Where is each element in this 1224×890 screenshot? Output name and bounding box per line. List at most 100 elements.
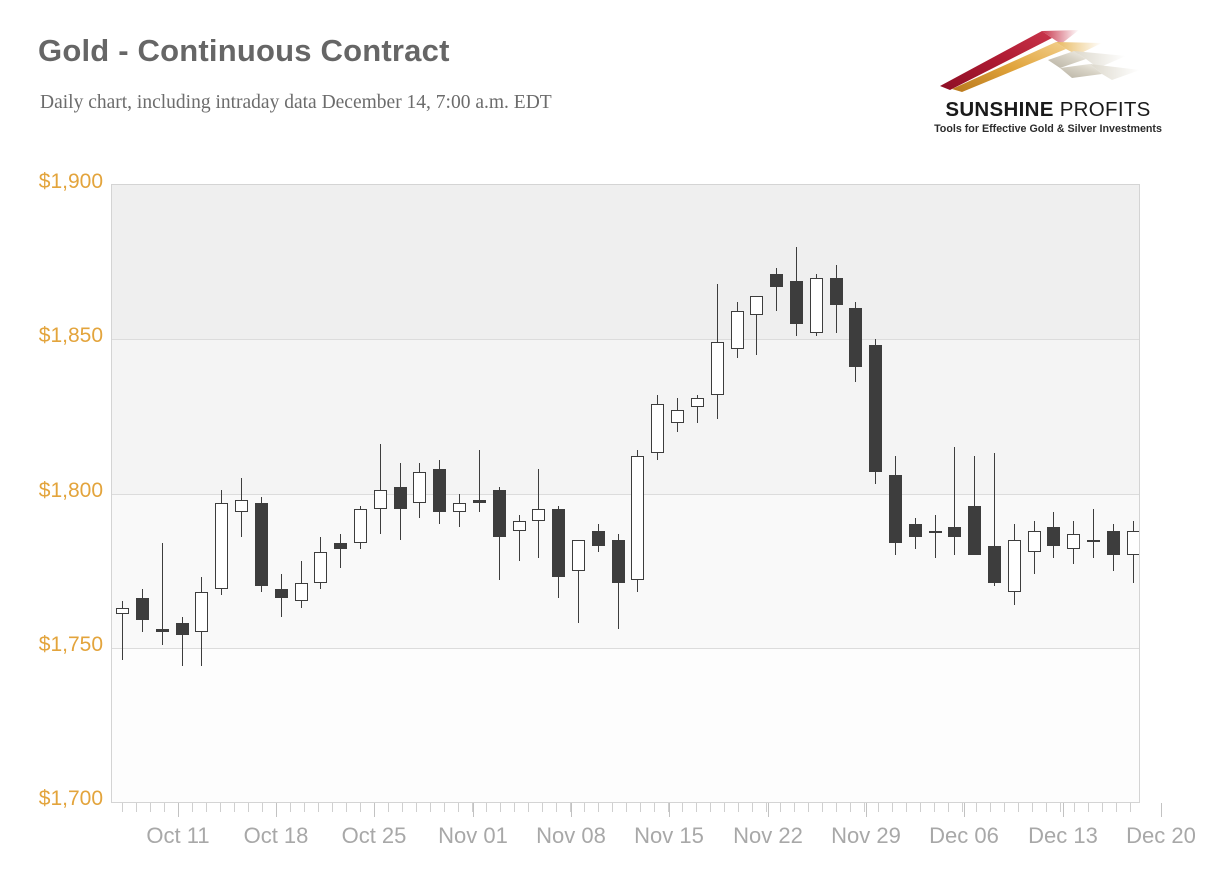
candlestick[interactable] xyxy=(512,185,526,802)
candlestick[interactable] xyxy=(690,185,704,802)
candle-body xyxy=(1086,539,1100,542)
candlestick[interactable] xyxy=(234,185,248,802)
candlestick[interactable] xyxy=(829,185,843,802)
candlestick[interactable] xyxy=(492,185,506,802)
candle-wick xyxy=(953,447,955,556)
candle-body xyxy=(274,589,288,599)
candlestick[interactable] xyxy=(214,185,228,802)
candlestick[interactable] xyxy=(670,185,684,802)
candlestick[interactable] xyxy=(194,185,208,802)
candlestick[interactable] xyxy=(412,185,426,802)
x-axis-tick xyxy=(290,803,291,812)
x-axis-tick xyxy=(150,803,151,812)
candle-wick xyxy=(1092,508,1094,559)
candlestick[interactable] xyxy=(432,185,446,802)
candlestick[interactable] xyxy=(294,185,308,802)
candlestick[interactable] xyxy=(155,185,169,802)
x-axis-tick-major xyxy=(473,803,474,817)
candlestick[interactable] xyxy=(452,185,466,802)
y-axis-label: $1,750 xyxy=(38,632,103,656)
candlestick[interactable] xyxy=(115,185,129,802)
x-axis-tick xyxy=(472,803,473,812)
candlestick[interactable] xyxy=(809,185,823,802)
x-axis-tick xyxy=(206,803,207,812)
candle-body xyxy=(194,592,208,633)
x-axis-tick xyxy=(1018,803,1019,812)
candlestick[interactable] xyxy=(967,185,981,802)
x-axis-tick xyxy=(1102,803,1103,812)
candlestick[interactable] xyxy=(928,185,942,802)
candle-body xyxy=(551,508,565,577)
candlestick[interactable] xyxy=(274,185,288,802)
candlestick[interactable] xyxy=(135,185,149,802)
candlestick[interactable] xyxy=(1086,185,1100,802)
candlestick[interactable] xyxy=(848,185,862,802)
candle-body xyxy=(432,468,446,512)
x-axis-tick xyxy=(724,803,725,812)
x-axis-tick xyxy=(682,803,683,812)
candlestick[interactable] xyxy=(591,185,605,802)
x-axis-tick xyxy=(402,803,403,812)
x-axis-tick xyxy=(1130,803,1131,812)
x-axis-tick xyxy=(1074,803,1075,812)
page-title: Gold - Continuous Contract xyxy=(38,33,450,68)
candlestick[interactable] xyxy=(769,185,783,802)
candlestick[interactable] xyxy=(987,185,1001,802)
x-axis-tick xyxy=(920,803,921,812)
candlestick[interactable] xyxy=(1066,185,1080,802)
x-axis-tick xyxy=(1046,803,1047,812)
candle-body xyxy=(1007,539,1021,593)
candlestick[interactable] xyxy=(1126,185,1139,802)
x-axis-tick xyxy=(388,803,389,812)
candlestick[interactable] xyxy=(630,185,644,802)
x-axis-tick xyxy=(668,803,669,812)
candlestick[interactable] xyxy=(393,185,407,802)
x-axis-tick xyxy=(122,803,123,812)
candle-body xyxy=(650,404,664,454)
candlestick[interactable] xyxy=(1106,185,1120,802)
candlestick[interactable] xyxy=(333,185,347,802)
x-axis-tick-major xyxy=(374,803,375,817)
candlestick[interactable] xyxy=(254,185,268,802)
x-axis-tick xyxy=(1060,803,1061,812)
candle-wick xyxy=(775,268,777,312)
candlestick[interactable] xyxy=(472,185,486,802)
candlestick[interactable] xyxy=(571,185,585,802)
candlestick[interactable] xyxy=(908,185,922,802)
candlestick[interactable] xyxy=(551,185,565,802)
x-axis-tick xyxy=(738,803,739,812)
candlestick[interactable] xyxy=(373,185,387,802)
candle-body xyxy=(967,505,981,556)
candle-body xyxy=(730,311,744,349)
candlestick[interactable] xyxy=(749,185,763,802)
x-axis-tick xyxy=(864,803,865,812)
candle-body xyxy=(313,552,327,583)
candle-body xyxy=(115,607,129,614)
candlestick[interactable] xyxy=(353,185,367,802)
candlestick[interactable] xyxy=(789,185,803,802)
candle-body xyxy=(690,397,704,408)
candlestick[interactable] xyxy=(947,185,961,802)
candlestick[interactable] xyxy=(611,185,625,802)
x-axis-tick xyxy=(164,803,165,812)
x-axis-tick xyxy=(444,803,445,812)
candlestick[interactable] xyxy=(868,185,882,802)
x-axis-label: Dec 13 xyxy=(1028,823,1098,848)
x-axis-tick xyxy=(962,803,963,812)
candlestick[interactable] xyxy=(1027,185,1041,802)
candlestick[interactable] xyxy=(730,185,744,802)
candlestick[interactable] xyxy=(175,185,189,802)
candlestick[interactable] xyxy=(313,185,327,802)
candlestick[interactable] xyxy=(650,185,664,802)
candlestick[interactable] xyxy=(1046,185,1060,802)
candlestick-plot[interactable] xyxy=(111,184,1140,803)
candlestick[interactable] xyxy=(531,185,545,802)
candle-body xyxy=(868,345,882,472)
candle-body xyxy=(710,342,724,395)
x-axis-tick xyxy=(850,803,851,812)
candlestick[interactable] xyxy=(710,185,724,802)
candlestick[interactable] xyxy=(1007,185,1021,802)
x-axis-tick xyxy=(766,803,767,812)
candlestick[interactable] xyxy=(888,185,902,802)
x-axis-label: Nov 08 xyxy=(536,823,606,848)
